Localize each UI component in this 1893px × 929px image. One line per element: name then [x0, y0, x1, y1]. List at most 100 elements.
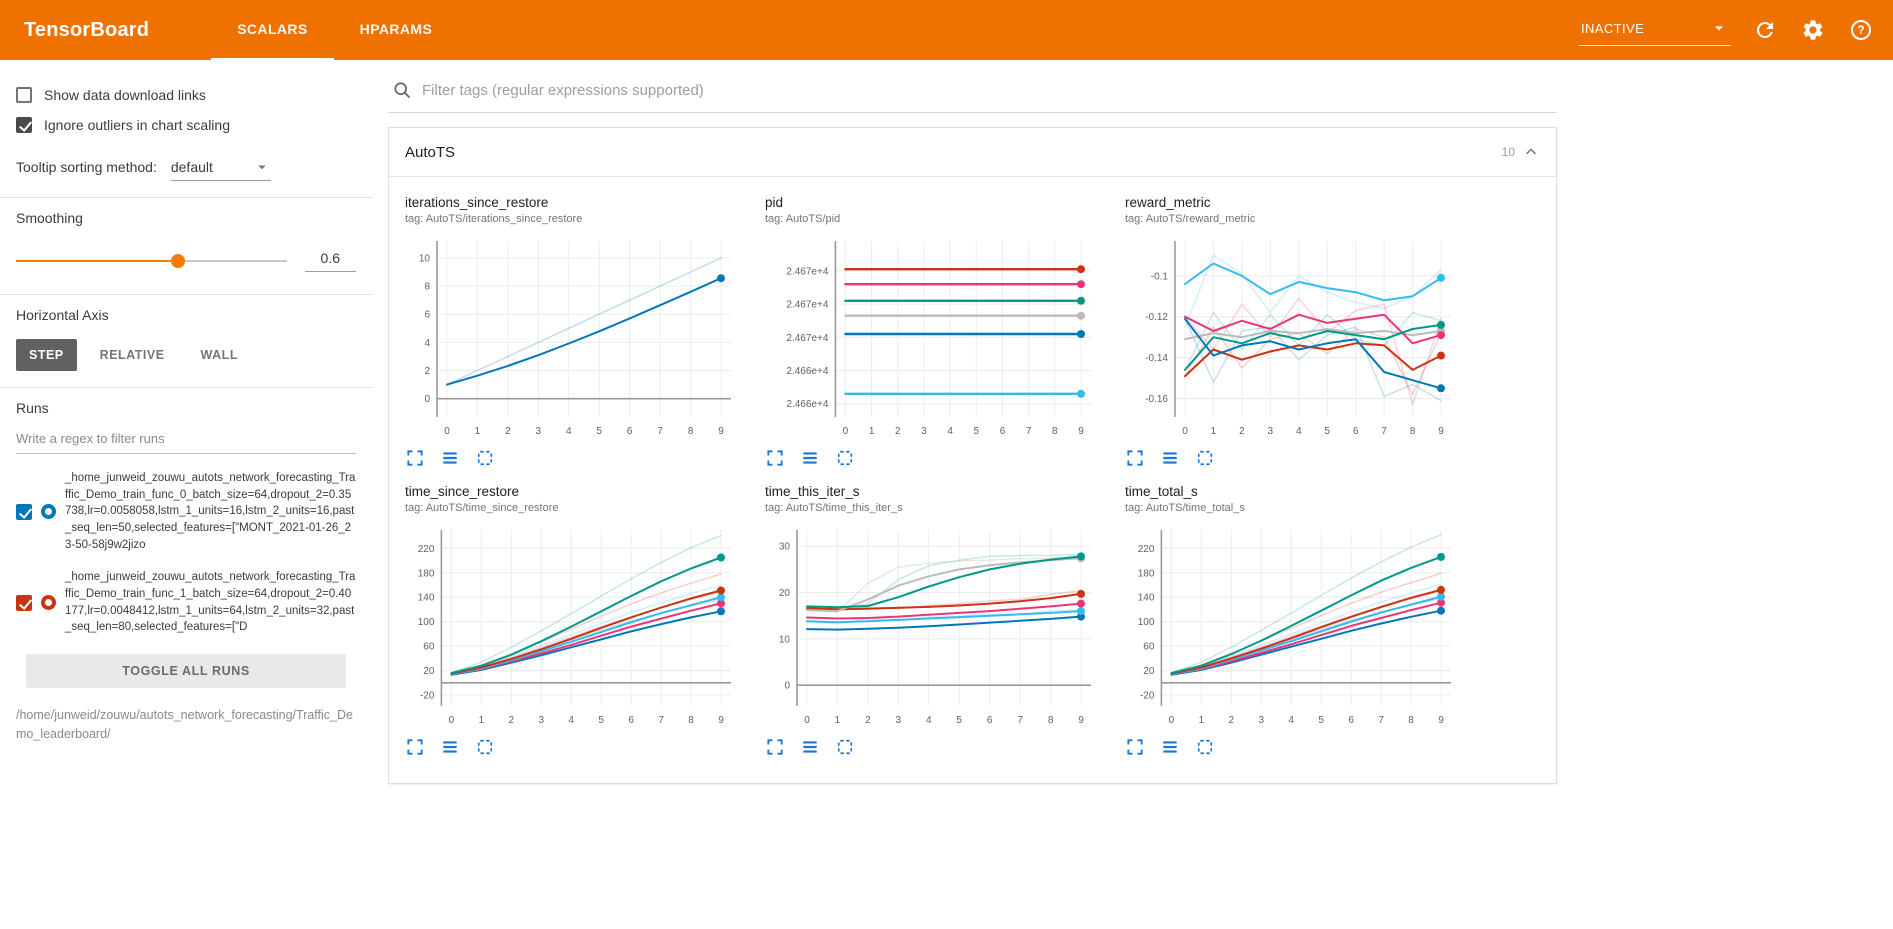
- svg-text:20: 20: [1143, 666, 1155, 677]
- tag-filter-input[interactable]: [422, 81, 1553, 99]
- expand-chart-button[interactable]: [1125, 737, 1145, 757]
- svg-text:1: 1: [835, 715, 841, 726]
- axis-option-step[interactable]: STEP: [16, 339, 77, 371]
- fullscreen-icon: [407, 739, 423, 755]
- card-header[interactable]: AutoTS 10: [389, 128, 1556, 177]
- data-table-icon: [1163, 452, 1177, 464]
- smoothing-label: Smoothing: [16, 210, 83, 226]
- svg-text:6: 6: [1348, 715, 1354, 726]
- svg-text:0: 0: [1169, 715, 1175, 726]
- svg-text:4: 4: [568, 715, 574, 726]
- svg-text:7: 7: [658, 715, 664, 726]
- svg-text:-20: -20: [420, 691, 435, 702]
- fit-domain-button[interactable]: [835, 737, 855, 757]
- line-chart[interactable]: 0 1 2 3 4 5 6 7 8 9 10 8 6 4 2 0: [405, 231, 741, 443]
- svg-text:2.467e+4: 2.467e+4: [786, 266, 828, 277]
- run-label: _home_junweid_zouwu_autots_network_forec…: [65, 571, 356, 634]
- unchecked-checkbox[interactable]: [16, 87, 32, 103]
- chart-tag: tag: AutoTS/iterations_since_restore: [405, 213, 583, 225]
- checked-checkbox[interactable]: [16, 117, 32, 133]
- axis-option-relative[interactable]: RELATIVE: [87, 339, 178, 371]
- run-table-button[interactable]: [440, 448, 460, 468]
- svg-text:9: 9: [1438, 715, 1444, 726]
- data-table-icon: [1163, 741, 1177, 753]
- fit-domain-button[interactable]: [1195, 737, 1215, 757]
- expand-chart-button[interactable]: [405, 448, 425, 468]
- fit-domain-button[interactable]: [1195, 448, 1215, 468]
- line-chart[interactable]: 0 1 2 3 4 5 6 7 8 9 30 20 10 0: [765, 520, 1101, 732]
- chart-tag: tag: AutoTS/time_since_restore: [405, 502, 559, 514]
- tooltip-sorting-dropdown[interactable]: default: [170, 158, 271, 181]
- svg-text:7: 7: [1381, 426, 1387, 437]
- card-title: AutoTS: [405, 143, 456, 161]
- expand-chart-button[interactable]: [405, 737, 425, 757]
- chart-actions: [765, 737, 1105, 757]
- expand-chart-button[interactable]: [765, 737, 785, 757]
- reload-status-dropdown[interactable]: INACTIVE: [1579, 14, 1731, 46]
- settings-button[interactable]: [1801, 17, 1827, 43]
- toggle-all-runs-button[interactable]: TOGGLE ALL RUNS: [26, 654, 346, 689]
- chevron-up-icon[interactable]: [1522, 143, 1540, 161]
- svg-text:3: 3: [539, 715, 545, 726]
- run-color-ring[interactable]: [41, 504, 56, 520]
- runs-filter-input[interactable]: [16, 422, 356, 454]
- svg-text:2: 2: [424, 366, 430, 377]
- svg-text:2.466e+4: 2.466e+4: [786, 399, 828, 410]
- refresh-button[interactable]: [1753, 17, 1779, 43]
- help-button[interactable]: ?: [1849, 17, 1875, 43]
- run-color-ring[interactable]: [41, 595, 56, 611]
- run-checkbox[interactable]: [16, 503, 32, 520]
- scalar-chart-card: time_since_restore tag: AutoTS/time_sinc…: [405, 484, 745, 757]
- svg-text:2: 2: [509, 715, 515, 726]
- header-actions: INACTIVE ?: [1579, 14, 1875, 46]
- expand-chart-button[interactable]: [765, 448, 785, 468]
- run-table-button[interactable]: [800, 448, 820, 468]
- tab-hparams[interactable]: HPARAMS: [359, 21, 433, 37]
- chart-tag: tag: AutoTS/time_total_s: [1125, 502, 1245, 514]
- svg-text:9: 9: [718, 426, 724, 437]
- chart-tag: tag: AutoTS/reward_metric: [1125, 213, 1256, 225]
- run-row[interactable]: _home_junweid_zouwu_autots_network_forec…: [16, 569, 356, 636]
- fit-domain-icon: [837, 739, 853, 755]
- fit-domain-icon: [837, 450, 853, 466]
- smoothing-slider[interactable]: [16, 254, 287, 268]
- checkbox-label: Ignore outliers in chart scaling: [44, 117, 230, 133]
- data-table-icon: [443, 452, 457, 464]
- settings-checkbox-row[interactable]: Show data download links: [16, 80, 356, 110]
- line-chart[interactable]: 0 1 2 3 4 5 6 7 8 9 -0.1 -0.12 -0.14 -0.16: [1125, 231, 1461, 443]
- run-table-button[interactable]: [1160, 737, 1180, 757]
- run-table-button[interactable]: [800, 737, 820, 757]
- tab-scalars[interactable]: SCALARS: [211, 0, 334, 60]
- line-chart[interactable]: 0 1 2 3 4 5 6 7 8 9 2.467e+4 2.467e+4 2.467e+4 2.466e…: [765, 231, 1101, 443]
- fit-domain-icon: [1197, 739, 1213, 755]
- smoothing-value[interactable]: 0.6: [304, 250, 356, 272]
- svg-text:2: 2: [895, 426, 901, 437]
- fit-domain-button[interactable]: [475, 737, 495, 757]
- settings-checkbox-row[interactable]: Ignore outliers in chart scaling: [16, 110, 356, 140]
- run-table-button[interactable]: [440, 737, 460, 757]
- svg-text:1: 1: [1211, 426, 1217, 437]
- run-row[interactable]: _home_junweid_zouwu_autots_network_forec…: [16, 470, 356, 553]
- run-table-button[interactable]: [1160, 448, 1180, 468]
- svg-text:6: 6: [1353, 426, 1359, 437]
- slider-thumb[interactable]: [171, 254, 186, 268]
- line-chart[interactable]: 0 1 2 3 4 5 6 7 8 9 220 180 140 100 60 20 -20: [1125, 520, 1461, 732]
- svg-text:2: 2: [1239, 426, 1245, 437]
- line-chart[interactable]: 0 1 2 3 4 5 6 7 8 9 220 180 140 100 60 20 -20: [405, 520, 741, 732]
- chart-title: reward_metric: [1125, 195, 1211, 210]
- svg-text:2: 2: [865, 715, 871, 726]
- axis-option-wall[interactable]: WALL: [188, 339, 251, 371]
- fit-domain-button[interactable]: [475, 448, 495, 468]
- fullscreen-icon: [767, 450, 783, 466]
- svg-text:9: 9: [1078, 426, 1084, 437]
- checkbox-label: Show data download links: [44, 87, 206, 103]
- expand-chart-button[interactable]: [1125, 448, 1145, 468]
- smoothing-slider-row: 0.6: [16, 250, 356, 278]
- fit-domain-button[interactable]: [835, 448, 855, 468]
- svg-text:2.467e+4: 2.467e+4: [786, 333, 828, 344]
- svg-text:1: 1: [475, 426, 481, 437]
- svg-text:3: 3: [1259, 715, 1265, 726]
- run-checkbox[interactable]: [16, 594, 32, 611]
- svg-text:180: 180: [418, 568, 435, 579]
- tag-filter-bar: [388, 76, 1557, 113]
